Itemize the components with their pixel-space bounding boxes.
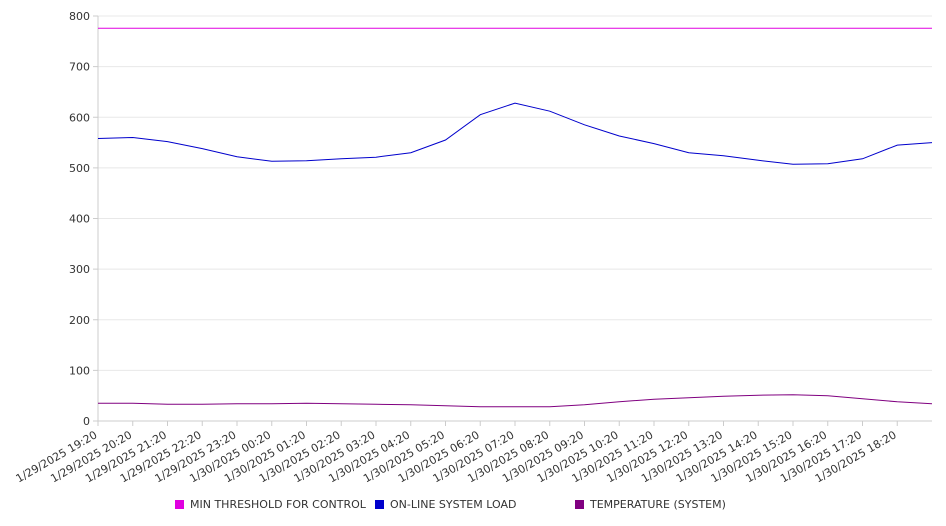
legend: MIN THRESHOLD FOR CONTROL ON-LINE SYSTEM… (0, 498, 946, 516)
legend-label-system-load: ON-LINE SYSTEM LOAD (390, 498, 517, 511)
y-tick-label-700: 700 (69, 61, 90, 74)
series-line-2 (98, 394, 933, 408)
x-axis-ticks: 1/29/2025 19:201/29/2025 20:201/29/2025 … (14, 421, 899, 485)
legend-swatch-temperature (575, 500, 584, 509)
y-tick-label-300: 300 (69, 263, 90, 276)
y-axis-ticks: 0 100 200 300 400 500 600 700 800 (69, 10, 98, 428)
series-line-1 (97, 102, 933, 165)
legend-item-system-load[interactable]: ON-LINE SYSTEM LOAD (375, 498, 516, 511)
grid-lines (98, 15, 932, 371)
y-tick-label-100: 100 (69, 364, 90, 377)
y-tick-label-500: 500 (69, 162, 90, 175)
legend-swatch-min-threshold (175, 500, 184, 509)
y-tick-label-400: 400 (69, 213, 90, 226)
legend-item-temperature[interactable]: TEMPERATURE (SYSTEM) (575, 498, 726, 511)
y-tick-label-0: 0 (83, 415, 90, 428)
series-lines (97, 27, 933, 408)
y-tick-label-200: 200 (69, 314, 90, 327)
legend-swatch-system-load (375, 500, 384, 509)
y-tick-label-600: 600 (69, 111, 90, 124)
legend-label-temperature: TEMPERATURE (SYSTEM) (590, 498, 726, 511)
legend-item-min-threshold[interactable]: MIN THRESHOLD FOR CONTROL (175, 498, 366, 511)
legend-label-min-threshold: MIN THRESHOLD FOR CONTROL (190, 498, 366, 511)
y-tick-label-800: 800 (69, 10, 90, 23)
